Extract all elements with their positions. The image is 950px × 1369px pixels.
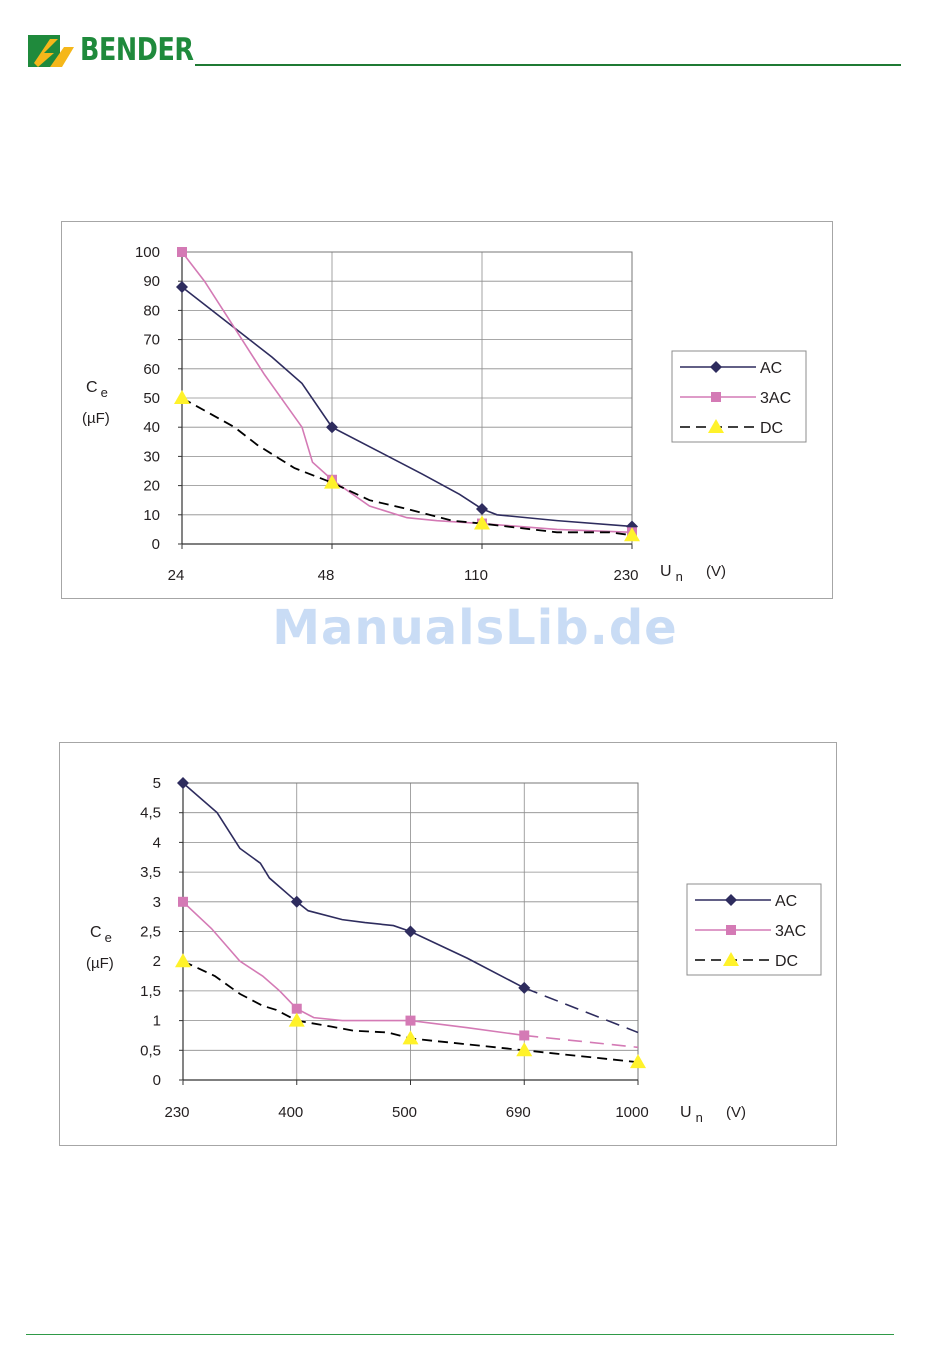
chart-1-xtick-label: 110 xyxy=(464,567,488,584)
chart-2-series-dc xyxy=(175,953,646,1069)
chart-1-series-ac-line xyxy=(181,286,633,528)
chart-1-series-dc-point xyxy=(474,515,490,530)
chart-2-series-ac-extension-line xyxy=(523,987,639,1034)
chart-1-ytick-label: 100 xyxy=(135,244,160,261)
chart-2-ytick-label: 5 xyxy=(153,775,161,792)
chart-2-series-ac-point xyxy=(518,981,531,994)
chart-1-ytick-label: 50 xyxy=(143,390,160,407)
chart-2-series-3ac xyxy=(178,896,639,1049)
chart-2-series-dc-point xyxy=(288,1012,305,1027)
chart-2-series-ac-line xyxy=(182,782,525,989)
chart-1-series-dc xyxy=(174,390,640,542)
brand-name: BENDER xyxy=(80,32,194,68)
chart-1-series-3ac-point xyxy=(177,247,187,257)
chart-2-ytick-label: 2,5 xyxy=(140,924,161,941)
bender-logo-icon xyxy=(28,35,74,67)
chart-2-ytick-label: 4,5 xyxy=(140,805,161,822)
chart-1-legend-label-3ac: 3AC xyxy=(760,390,791,407)
chart-2-xtick-label: 400 xyxy=(278,1104,303,1121)
chart-1-ytick-label: 80 xyxy=(143,302,160,319)
chart-2-ytick-label: 2 xyxy=(153,953,161,970)
chart-2-series-dc-point xyxy=(402,1030,419,1045)
chart-2-y-axis-unit: (µF) xyxy=(86,955,114,972)
footer-rule xyxy=(26,1334,894,1335)
chart-1-x-axis-unit: (V) xyxy=(706,563,726,580)
chart-1-ytick-label: 70 xyxy=(143,332,160,349)
chart-1-series-ac-point xyxy=(176,281,188,294)
chart-2-series-dc-line xyxy=(182,960,639,1064)
chart-1-series-ac-point xyxy=(326,421,338,434)
chart-2-ytick-label: 1 xyxy=(153,1013,161,1030)
chart-1-ytick-label: 30 xyxy=(143,448,160,465)
chart-2-legend: AC 3AC DC xyxy=(686,883,822,976)
chart-2-ytick-label: 4 xyxy=(153,834,161,851)
chart-1-ytick-label: 90 xyxy=(143,273,160,290)
watermark: ManualsLib.de xyxy=(272,600,678,656)
chart-2-xtick-label: 1000 xyxy=(615,1104,648,1121)
chart-1-series-dc-line xyxy=(181,397,633,537)
chart-1-series-dc-point xyxy=(174,390,190,404)
chart-1-legend-marker-dc xyxy=(708,419,724,433)
chart-2-xtick-label: 500 xyxy=(392,1104,417,1121)
chart-2-series-dc-point xyxy=(175,953,191,968)
chart-2-series-ac xyxy=(177,777,639,1034)
chart-1-legend-marker-ac xyxy=(710,361,722,373)
chart-1-xtick-label: 230 xyxy=(613,567,638,584)
chart-1-xtick-label: 48 xyxy=(318,567,335,584)
chart-2-series-dc-point xyxy=(630,1054,646,1069)
chart-1-series-dc-point xyxy=(624,527,640,542)
chart-2-series-3ac-point xyxy=(291,1003,302,1014)
chart-1-ytick-label: 60 xyxy=(143,361,160,378)
chart-1-series-3ac-line xyxy=(181,251,633,534)
chart-2-ytick-label: 0 xyxy=(153,1072,161,1089)
chart-1-series-ac-point xyxy=(476,502,488,515)
chart-2-x-axis-unit: (V) xyxy=(726,1104,746,1121)
chart-1-series-dc-point xyxy=(324,474,340,489)
chart-1-xtick-label: 24 xyxy=(168,567,185,584)
header-rule xyxy=(195,64,901,66)
chart-2-ytick-label: 1,5 xyxy=(140,983,161,1000)
chart-1-ytick-label: 0 xyxy=(152,536,160,553)
chart-2-series-3ac-extension-line xyxy=(524,1034,639,1049)
chart-2-ytick-label: 3 xyxy=(153,894,161,911)
chart-1: 0 10 20 30 40 50 60 70 80 90 100 24 48 110 230 C e (µF) U n… xyxy=(82,244,807,584)
chart-2-legend-label-dc: DC xyxy=(775,953,798,970)
chart-2-legend-marker-dc xyxy=(723,952,739,966)
chart-1-series-ac xyxy=(176,281,638,533)
chart-2-ytick-label: 3,5 xyxy=(140,864,161,881)
chart-2-series-ac-point xyxy=(177,777,189,789)
chart-2: 0 0,5 1 1,5 2 2,5 3 3,5 4 4,5 5 230 400 500 690 1000 C e (… xyxy=(86,775,822,1125)
chart-1-y-axis-unit: (µF) xyxy=(82,410,110,427)
chart-2-series-ac-point xyxy=(404,925,417,938)
chart-2-series-3ac-point xyxy=(519,1030,530,1041)
chart-1-ytick-label: 20 xyxy=(143,478,160,495)
chart-1-legend-label-dc: DC xyxy=(760,420,783,437)
chart-2-ytick-label: 0,5 xyxy=(140,1042,161,1059)
chart-2-series-dc-point xyxy=(516,1042,533,1057)
chart-2-legend-marker-ac xyxy=(725,894,737,906)
chart-2-xtick-label: 690 xyxy=(506,1104,531,1121)
chart-1-legend-marker-3ac xyxy=(711,392,721,402)
chart-2-legend-label-ac: AC xyxy=(775,893,797,910)
chart-2-xtick-label: 230 xyxy=(164,1104,189,1121)
chart-1-legend-label-ac: AC xyxy=(760,360,782,377)
chart-2-series-3ac-point xyxy=(405,1015,416,1026)
chart-2-legend-label-3ac: 3AC xyxy=(775,923,806,940)
chart-2-series-3ac-point xyxy=(178,896,188,907)
chart-2-series-ac-point xyxy=(290,895,303,908)
chart-1-legend: AC 3AC DC xyxy=(671,350,807,443)
chart-2-legend-marker-3ac xyxy=(726,925,736,935)
chart-1-ytick-label: 40 xyxy=(143,419,160,436)
chart-1-series-3ac xyxy=(177,247,637,538)
chart-1-ytick-label: 10 xyxy=(143,507,160,524)
